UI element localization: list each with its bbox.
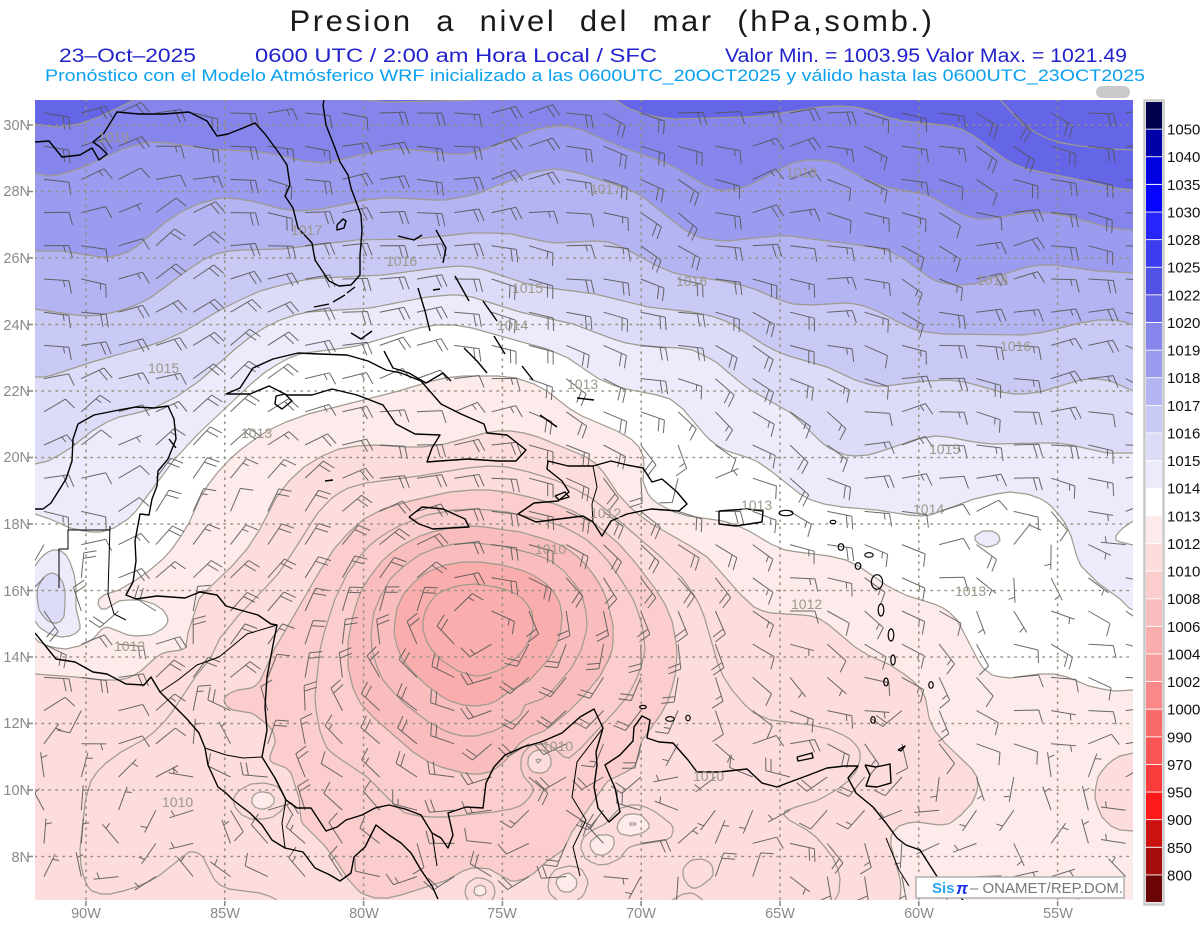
svg-text:90W: 90W [71,906,101,922]
svg-text:1022: 1022 [1167,287,1200,304]
svg-text:990: 990 [1167,729,1192,746]
svg-text:10N: 10N [3,783,30,799]
svg-text:1014: 1014 [913,501,944,517]
svg-text:1013: 1013 [114,638,145,654]
svg-text:28N: 28N [3,184,30,200]
svg-text:1015: 1015 [148,360,179,376]
svg-text:22N: 22N [3,384,30,400]
svg-text:23–Oct–2025: 23–Oct–2025 [59,46,196,67]
svg-text:1013: 1013 [741,497,772,513]
svg-text:π: π [956,879,969,898]
svg-text:1016: 1016 [1167,425,1200,442]
svg-text:Valor Min. = 1003.95 Valor Ma: Valor Min. = 1003.95 Valor Max. = 1021.4… [725,46,1127,67]
svg-text:1015: 1015 [1167,453,1200,470]
svg-text:1017: 1017 [590,181,621,197]
svg-text:900: 900 [1167,812,1192,829]
svg-text:12N: 12N [3,716,30,732]
svg-text:65W: 65W [765,906,795,922]
svg-text:1050: 1050 [1167,122,1200,139]
svg-text:55W: 55W [1043,906,1073,922]
svg-text:60W: 60W [904,906,934,922]
svg-text:1016: 1016 [1000,338,1031,354]
svg-text:1017: 1017 [291,222,322,238]
svg-text:1010: 1010 [535,541,566,557]
svg-text:950: 950 [1167,785,1192,802]
svg-text:1017: 1017 [1167,398,1200,415]
svg-text:1040: 1040 [1167,149,1200,166]
svg-text:0600 UTC / 2:00 am Hora Local: 0600 UTC / 2:00 am Hora Local / SFC [255,46,657,67]
svg-text:1014: 1014 [497,317,528,333]
svg-text:1019: 1019 [1167,343,1200,360]
svg-text:1013: 1013 [567,376,598,392]
svg-text:Presion a nivel del mar (hPa,s: Presion a nivel del mar (hPa,somb.) [290,5,935,38]
svg-text:70W: 70W [626,906,656,922]
svg-text:1013: 1013 [241,425,272,441]
svg-text:1019: 1019 [786,164,817,180]
svg-text:8N: 8N [11,850,30,866]
svg-text:1020: 1020 [1167,315,1200,332]
svg-text:1000: 1000 [1167,702,1200,719]
svg-text:Sis: Sis [932,880,955,897]
svg-text:1010: 1010 [162,794,193,810]
svg-text:1015: 1015 [929,441,960,457]
svg-text:1035: 1035 [1167,177,1200,194]
svg-text:26N: 26N [3,251,30,267]
svg-text:1030: 1030 [1167,205,1200,222]
svg-text:Pronóstico con el Modelo Atmós: Pronóstico con el Modelo Atmósferico WRF… [45,66,1145,85]
svg-text:1002: 1002 [1167,674,1200,691]
svg-text:18N: 18N [3,517,30,533]
svg-text:1013: 1013 [1167,508,1200,525]
svg-text:1028: 1028 [1167,232,1200,249]
svg-text:80W: 80W [349,906,379,922]
svg-text:970: 970 [1167,757,1192,774]
svg-text:1012: 1012 [590,505,621,521]
svg-text:1010: 1010 [693,768,724,784]
svg-text:1012: 1012 [791,596,822,612]
svg-text:1012: 1012 [1167,536,1200,553]
svg-text:1014: 1014 [1167,481,1200,498]
svg-text:– ONAMET/REP.DOM.: – ONAMET/REP.DOM. [970,880,1123,897]
svg-text:1016: 1016 [386,253,417,269]
svg-text:1016: 1016 [676,273,707,289]
svg-text:20N: 20N [3,450,30,466]
svg-text:1013: 1013 [955,583,986,599]
svg-text:1025: 1025 [1167,260,1200,277]
svg-text:1008: 1008 [1167,591,1200,608]
svg-text:1015: 1015 [512,280,543,296]
svg-text:1004: 1004 [1167,646,1200,663]
svg-text:1006: 1006 [1167,619,1200,636]
svg-text:1010: 1010 [1167,564,1200,581]
svg-text:1018: 1018 [977,272,1008,288]
svg-text:1019: 1019 [98,129,129,145]
svg-text:30N: 30N [3,118,30,134]
svg-text:85W: 85W [210,906,240,922]
svg-text:800: 800 [1167,867,1192,884]
svg-text:1010: 1010 [542,738,573,754]
svg-text:75W: 75W [487,906,517,922]
svg-text:14N: 14N [3,650,30,666]
svg-text:24N: 24N [3,318,30,334]
svg-text:16N: 16N [3,584,30,600]
svg-text:1018: 1018 [1167,370,1200,387]
svg-text:850: 850 [1167,840,1192,857]
